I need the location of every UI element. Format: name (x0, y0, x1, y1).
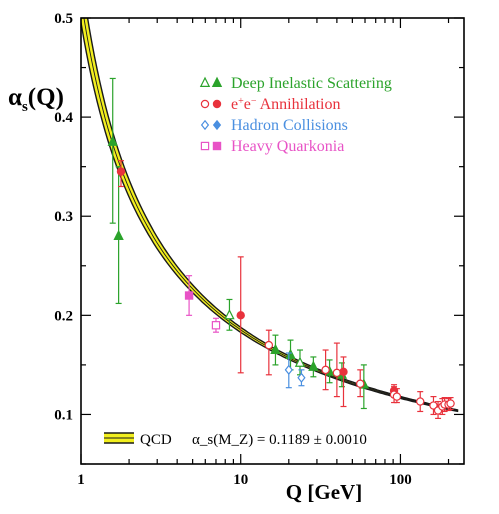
data-point (321, 349, 330, 391)
data-point (264, 329, 274, 376)
data-point (446, 396, 455, 411)
legend-marker-open (200, 119, 210, 131)
qcd-annotation: QCD α_s(M_Z) = 0.1189 ± 0.0010 (104, 432, 367, 448)
data-point (236, 256, 245, 374)
data-marker (184, 291, 194, 300)
data-marker (356, 379, 365, 388)
y-tick-label: 0.2 (54, 308, 73, 324)
data-marker (294, 356, 306, 367)
x-tick-label: 100 (389, 472, 412, 488)
data-point (113, 166, 124, 305)
legend-marker-filled (212, 141, 222, 151)
data-marker (113, 229, 124, 241)
data-point (339, 356, 348, 408)
legend-marker-filled (212, 119, 222, 131)
data-point (184, 275, 194, 316)
data-marker (339, 367, 348, 377)
data-marker (332, 368, 342, 378)
x-tick-label: 10 (233, 472, 248, 488)
y-axis-label: αs(Q) (8, 84, 64, 115)
data-point (392, 388, 402, 404)
data-point (224, 298, 235, 331)
legend-entry: Heavy Quarkonia (200, 138, 344, 155)
axis-ticks: 1 10 100 0.1 0.2 0.3 0.4 0.5 (54, 11, 464, 488)
y-tick-label: 0.4 (54, 110, 73, 126)
legend: Deep Inelastic Scattering e+e− Annihilati… (199, 75, 392, 155)
x-tick-label: 1 (77, 472, 85, 488)
legend-marker-filled (211, 76, 223, 87)
qcd-band-swatch (104, 432, 134, 444)
y-tick-label: 0.1 (54, 407, 73, 423)
legend-marker-open (200, 141, 210, 151)
x-axis-label: Q [GeV] (286, 480, 362, 504)
data-marker (264, 340, 274, 350)
data-point (416, 391, 425, 413)
qcd-label: QCD (140, 432, 172, 448)
legend-marker-filled (212, 99, 222, 109)
legend-label: Hadron Collisions (231, 117, 348, 134)
data-point (285, 339, 296, 371)
data-marker (416, 397, 425, 406)
data-marker (446, 399, 455, 408)
data-points (107, 77, 455, 420)
y-tick-label: 0.3 (54, 209, 73, 225)
y-tick-label: 0.5 (54, 11, 73, 27)
data-marker (116, 167, 126, 176)
data-marker (429, 401, 438, 410)
legend-label: e+e− Annihilation (231, 96, 341, 114)
data-point (270, 334, 281, 366)
alpha-mz-formula: α_s(M_Z) = 0.1189 ± 0.0010 (192, 432, 367, 448)
data-point (297, 369, 306, 387)
qcd-band (81, 18, 459, 413)
data-point (107, 77, 118, 224)
data-point (116, 160, 126, 188)
series-3 (184, 275, 221, 333)
data-marker (321, 365, 330, 375)
data-marker (107, 135, 118, 146)
data-point (284, 352, 293, 389)
legend-marker-open (199, 76, 211, 87)
series-1 (116, 160, 455, 420)
legend-entry: Deep Inelastic Scattering (199, 75, 392, 92)
legend-label: Deep Inelastic Scattering (231, 75, 392, 92)
data-point (211, 317, 221, 333)
legend-marker-open (200, 99, 210, 109)
data-marker (297, 372, 306, 383)
data-marker (224, 308, 235, 320)
legend-label: Heavy Quarkonia (231, 138, 344, 155)
series-2 (284, 352, 306, 389)
data-marker (284, 364, 293, 376)
data-marker (270, 343, 281, 354)
legend-entry: Hadron Collisions (200, 117, 348, 134)
legend-entry: e+e− Annihilation (200, 96, 341, 114)
data-point (308, 356, 319, 378)
data-marker (308, 360, 319, 371)
data-point (433, 400, 443, 420)
data-point (356, 369, 365, 398)
data-point (429, 396, 438, 416)
data-point (332, 342, 342, 398)
data-marker (285, 348, 296, 359)
data-marker (236, 311, 245, 320)
data-marker (392, 392, 402, 401)
data-marker (211, 321, 221, 330)
plot-frame (80, 17, 465, 465)
